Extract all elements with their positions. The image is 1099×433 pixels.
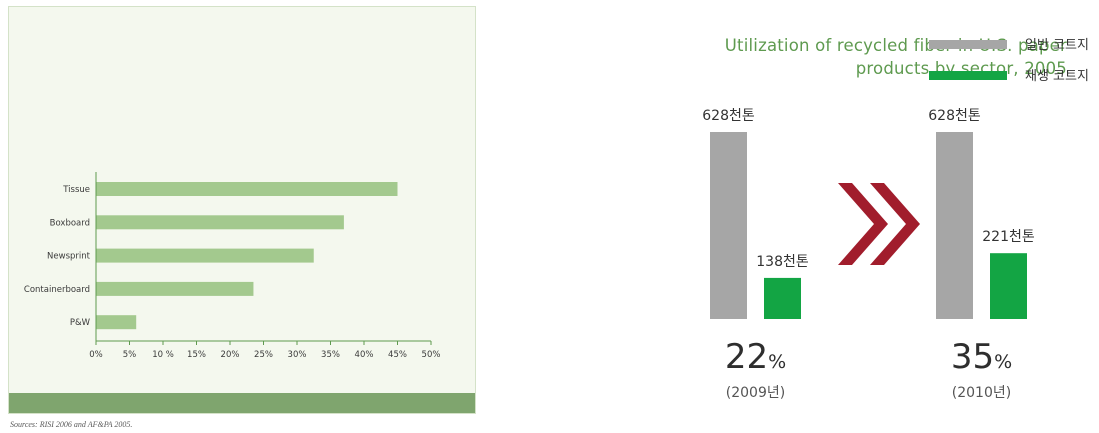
panel-footer-band [9, 393, 475, 413]
x-tick-label: 40% [355, 350, 374, 360]
year-group-2: 628천톤 221천톤 35% (2010년) [928, 108, 1035, 401]
x-tick-label: 20% [221, 350, 240, 360]
bar-general-label: 628천톤 [702, 108, 755, 124]
bar-recycled [764, 277, 801, 319]
year-label: (2010년) [952, 385, 1011, 401]
legend-swatch-recycled [929, 71, 1007, 80]
x-tick-label: 10 % [152, 350, 174, 360]
chevron-arrow-icon [838, 183, 920, 265]
legend: 일반 코트지 재생 코트지 [929, 38, 1089, 84]
category-label: Containerboard [24, 285, 90, 295]
left-chart-title-line2: products by sector, 2005 [855, 59, 1067, 78]
bar-containerboard [96, 281, 254, 296]
category-label: Tissue [62, 185, 90, 195]
legend-label-general: 일반 코트지 [1025, 38, 1089, 53]
bar-general [936, 132, 973, 319]
bar-recycled-label: 138천톤 [756, 254, 809, 270]
comparison-chart: 일반 코트지 재생 코트지 628천톤 138천톤 22% (2009년) 628천톤 2… [702, 38, 1089, 401]
x-tick-label: 50% [422, 350, 441, 360]
category-label: Boxboard [50, 218, 90, 228]
x-tick-label: 5% [123, 350, 137, 360]
bar-tissue [96, 182, 398, 196]
x-tick-label: 15% [187, 350, 206, 360]
bar-recycled [990, 253, 1027, 319]
bar-general [710, 132, 747, 319]
x-tick-label: 0% [89, 350, 103, 360]
bar-general-label: 628천톤 [928, 108, 981, 124]
x-tick-label: 45% [388, 350, 407, 360]
legend-swatch-general [929, 40, 1007, 49]
ratio-percent: 22% [725, 337, 786, 377]
year-group-1: 628천톤 138천톤 22% (2009년) [702, 108, 809, 401]
hbar-chart: Tissue Boxboard Newsprint Containerboard P&W… [24, 172, 441, 360]
x-tick-label: 25% [254, 350, 273, 360]
bar-p-w [96, 315, 137, 330]
bar-boxboard [96, 215, 344, 230]
bar-newsprint [96, 248, 314, 263]
x-tick-label: 30% [288, 350, 307, 360]
legend-label-recycled: 재생 코트지 [1025, 69, 1089, 84]
bar-recycled-label: 221천톤 [982, 229, 1035, 245]
year-label: (2009년) [726, 385, 785, 401]
source-note: Sources: RISI 2006 and AF&PA 2005. [10, 420, 133, 429]
left-chart-panel [8, 6, 476, 414]
category-label: Newsprint [47, 252, 91, 262]
ratio-percent: 35% [951, 337, 1012, 377]
category-label: P&W [70, 318, 91, 328]
x-tick-label: 35% [321, 350, 340, 360]
